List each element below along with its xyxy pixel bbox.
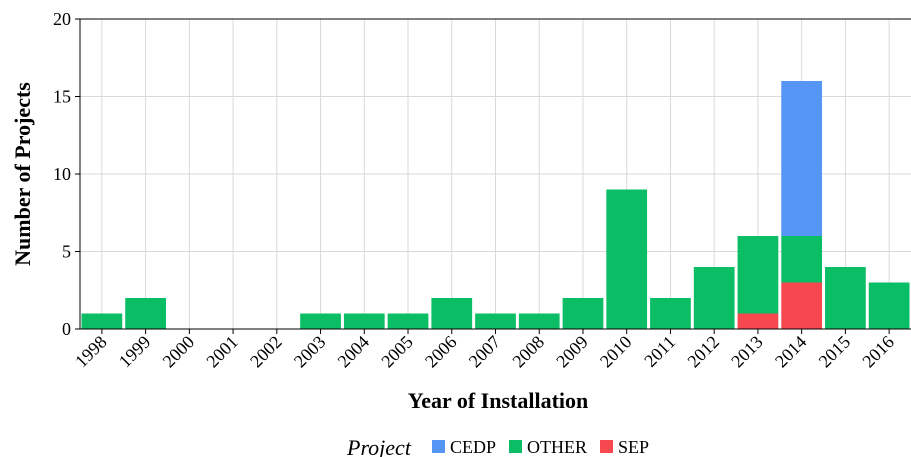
x-tick-label: 2001 (202, 332, 242, 372)
x-tick-label: 1999 (115, 332, 155, 372)
x-axis-title: Year of Installation (408, 388, 589, 413)
bar (781, 282, 823, 329)
bar (781, 81, 823, 236)
bar (606, 189, 648, 329)
bar (562, 298, 604, 329)
legend-swatch (509, 440, 523, 453)
y-axis-title: Number of Projects (10, 82, 35, 266)
bar (475, 313, 516, 329)
x-tick-label: 2009 (552, 332, 592, 372)
y-tick-label: 5 (62, 242, 71, 262)
x-tick-label: 2008 (508, 332, 548, 372)
x-tick-label: 2004 (334, 332, 374, 372)
legend-swatch (432, 440, 445, 453)
y-tick-label: 0 (62, 319, 71, 339)
x-tick-label: 1998 (71, 332, 111, 372)
legend-swatch (600, 440, 614, 453)
bar (868, 282, 910, 329)
bar (125, 298, 166, 329)
bar (300, 313, 341, 329)
bar (518, 313, 560, 329)
y-tick-label: 20 (53, 9, 71, 29)
bar (343, 313, 385, 329)
bar (781, 236, 823, 283)
x-tick-label: 2003 (290, 332, 330, 372)
bar (431, 298, 473, 329)
y-tick-label: 10 (53, 164, 71, 184)
legend-label: SEP (618, 437, 649, 457)
x-tick-label: 2012 (683, 332, 723, 372)
bar (737, 313, 779, 329)
bar (693, 267, 735, 329)
x-tick-label: 2010 (596, 332, 636, 372)
bar (650, 298, 691, 329)
legend-label: OTHER (527, 437, 587, 457)
x-tick-label: 2014 (771, 332, 811, 372)
x-tick-label: 2002 (246, 332, 286, 372)
x-tick-label: 2000 (159, 332, 199, 372)
legend-label: CEDP (450, 437, 496, 457)
legend-title: Project (346, 435, 412, 457)
x-tick-label: 2015 (815, 332, 855, 372)
x-tick-label: 2016 (858, 332, 898, 372)
x-tick-label: 2007 (465, 332, 505, 372)
x-tick-label: 2006 (421, 332, 461, 372)
y-tick-label: 15 (53, 87, 71, 107)
x-tick-label: 2011 (640, 332, 679, 371)
x-tick-label: 2013 (727, 332, 767, 372)
x-tick-label: 2005 (377, 332, 417, 372)
bar (81, 313, 123, 329)
bar (387, 313, 429, 329)
bar (825, 267, 866, 329)
bar (737, 236, 779, 314)
